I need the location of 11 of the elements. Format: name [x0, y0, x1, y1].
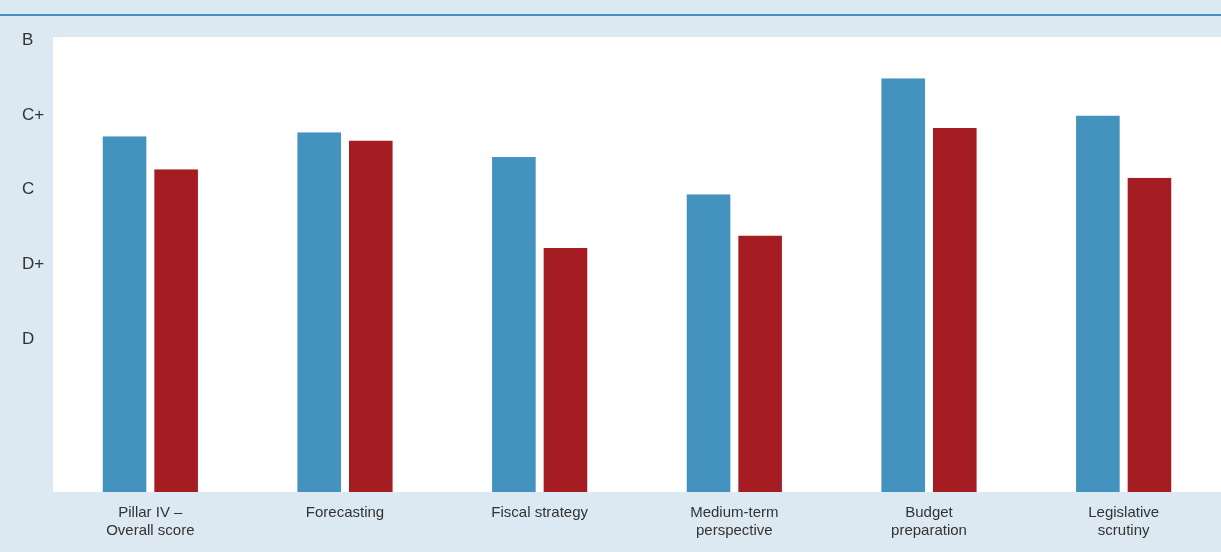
x-tick-label: Medium-term perspective: [690, 503, 779, 539]
x-tick-label: Fiscal strategy: [491, 503, 589, 521]
x-tick-label: Pillar IV – Overall score: [106, 503, 195, 539]
x-tick-label: Legislative scrutiny: [1088, 503, 1160, 539]
text: B: [22, 29, 34, 49]
text: D: [22, 329, 35, 349]
x-tick-label: Forecasting: [305, 503, 385, 521]
text: C+: [22, 104, 45, 124]
text: D+: [22, 254, 45, 274]
x-tick-label: Budget preparation: [891, 503, 967, 539]
text: C: [22, 179, 35, 199]
